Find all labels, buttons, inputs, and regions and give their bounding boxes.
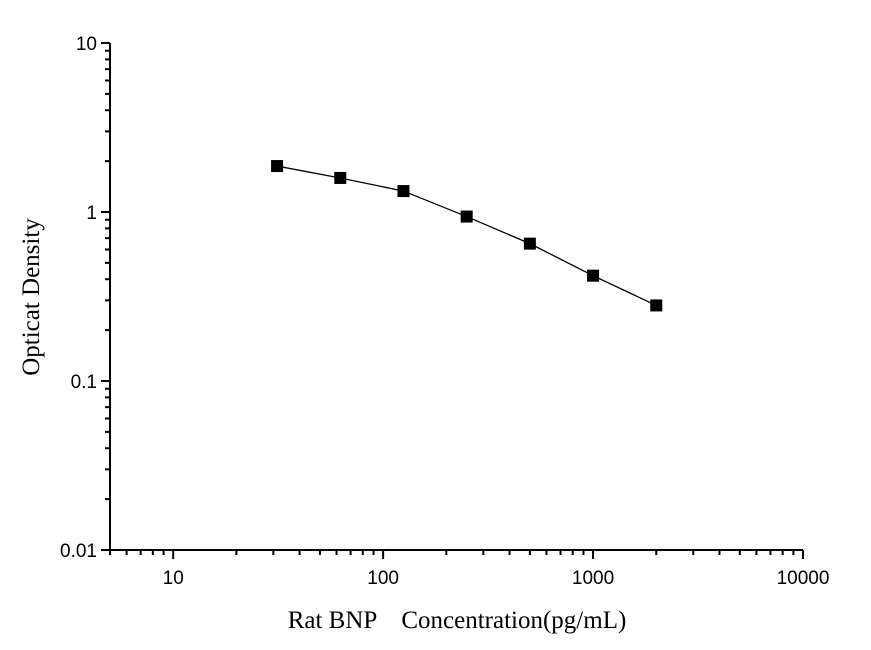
y-tick: 0.01	[60, 541, 97, 562]
y-tick: 1	[86, 203, 97, 224]
data-point	[587, 269, 600, 282]
series	[271, 160, 663, 312]
x-tick: 10000	[777, 568, 830, 589]
y-tick-label: 1	[86, 203, 97, 224]
y-tick-label: 10	[76, 34, 97, 55]
x-tick: 1000	[572, 568, 614, 589]
x-tick-label: 1000	[572, 568, 614, 589]
data-point	[650, 299, 663, 312]
series-line	[276, 165, 657, 307]
x-tick-label: 100	[367, 568, 399, 589]
y-tick: 10	[76, 34, 97, 55]
data-point	[523, 237, 536, 250]
axes: 10 100 1000 10000 0.01 0.1 1 10	[60, 34, 829, 589]
x-axis-label: Rat BNP Concentration(pg/mL)	[288, 607, 627, 634]
x-tick: 10	[163, 568, 184, 589]
data-point	[271, 160, 284, 173]
data-point	[397, 185, 410, 198]
x-tick-label: 10	[163, 568, 184, 589]
y-tick-label: 0.1	[71, 372, 97, 393]
x-tick-label: 10000	[777, 568, 830, 589]
data-point	[460, 210, 473, 223]
y-axis-label: Opticat Density	[18, 218, 45, 376]
y-tick: 0.1	[71, 372, 97, 393]
y-tick-label: 0.01	[60, 541, 97, 562]
x-tick: 100	[367, 568, 399, 589]
data-point	[334, 171, 347, 184]
